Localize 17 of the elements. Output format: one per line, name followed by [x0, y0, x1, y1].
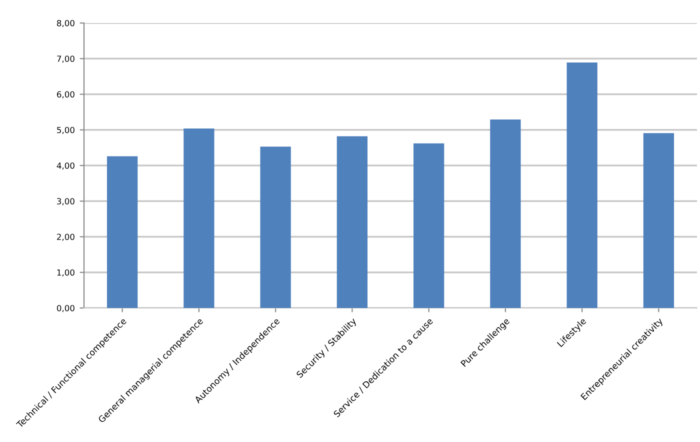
bar [184, 128, 214, 308]
y-tick-label: 1,00 [57, 269, 74, 277]
y-tick-label: 4,00 [56, 162, 74, 170]
y-tick-label: 7,00 [57, 56, 74, 63]
bar [566, 62, 598, 308]
y-tick-label: 3,00 [57, 198, 74, 206]
bar [336, 136, 368, 308]
y-tick-label: 8,00 [56, 20, 74, 28]
bar [106, 156, 138, 308]
bar [643, 133, 674, 308]
bar [413, 143, 444, 308]
bar [490, 120, 521, 308]
y-tick-label: 5,00 [57, 126, 74, 134]
y-tick-label: 2,00 [57, 234, 74, 241]
bar [260, 146, 291, 308]
y-tick-label: 0,00 [56, 304, 74, 312]
y-tick-label: 6,00 [57, 91, 74, 98]
